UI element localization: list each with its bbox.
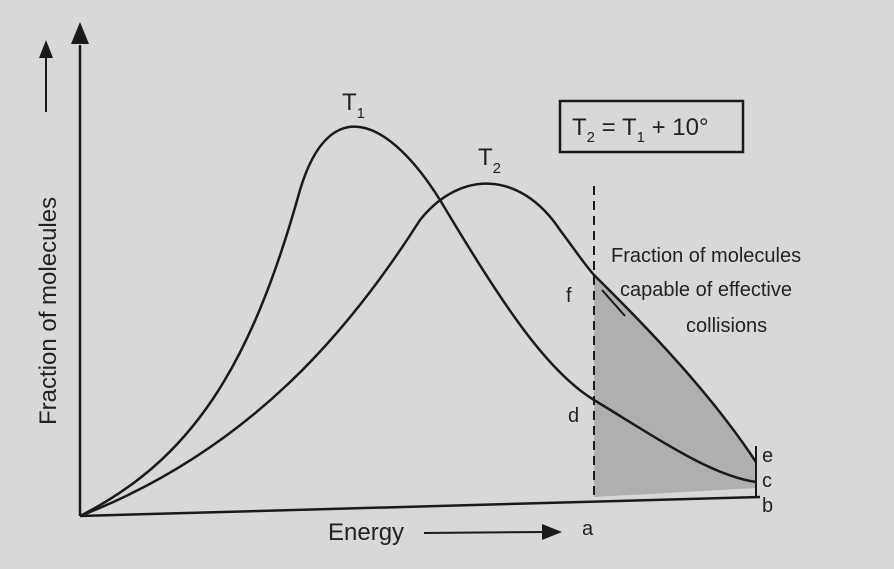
annotation-pointer [601, 289, 626, 317]
point-label-b: b [762, 495, 773, 517]
point-label-d: d [568, 405, 579, 427]
curve-t2 [79, 182, 758, 518]
annotation-line-2: capable of effective [620, 279, 792, 301]
point-label-e: e [762, 445, 773, 467]
x-axis-label: Energy [328, 519, 404, 546]
x-label-arrow [423, 531, 546, 534]
formula-text: T2 = T1 + 10° [572, 114, 709, 146]
point-label-a: a [582, 518, 594, 540]
annotation-line-3: collisions [686, 315, 767, 337]
point-label-c: c [762, 470, 772, 492]
x-label-arrow-icon [542, 524, 562, 540]
shaded-effective-region [594, 275, 756, 497]
y-axis-label: Fraction of molecules [35, 197, 62, 425]
curve-t1-label: T1 [342, 89, 365, 122]
x-axis [79, 495, 761, 518]
curve-t1 [79, 125, 757, 518]
annotation-line-1: Fraction of molecules [611, 245, 801, 267]
y-label-arrow-icon [39, 40, 53, 58]
point-label-f: f [566, 285, 572, 307]
curve-t2-label: T2 [478, 144, 501, 177]
y-axis-arrow-icon [71, 22, 89, 44]
formula-box [558, 99, 745, 154]
